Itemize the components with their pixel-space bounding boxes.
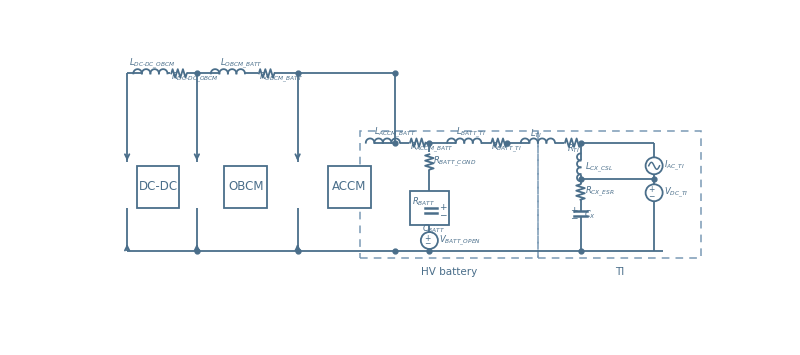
Text: −: − xyxy=(438,211,446,220)
Text: $C_{BATT}$: $C_{BATT}$ xyxy=(422,222,445,235)
Text: $V_{DC\_TI}$: $V_{DC\_TI}$ xyxy=(664,186,689,200)
Text: $L_{BATT\_TI}$: $L_{BATT\_TI}$ xyxy=(457,125,486,140)
Bar xyxy=(410,191,449,225)
Bar xyxy=(360,131,538,258)
Bar xyxy=(328,166,371,208)
Bar xyxy=(538,131,701,258)
Text: HV battery: HV battery xyxy=(421,267,477,278)
Text: −: − xyxy=(649,192,655,201)
Text: OBCM: OBCM xyxy=(228,180,263,193)
Text: $R_{CX\_ESR}$: $R_{CX\_ESR}$ xyxy=(585,185,615,199)
Text: −: − xyxy=(570,213,577,222)
Text: +: + xyxy=(438,203,446,212)
Text: $R_{ACCM\_BATT}$: $R_{ACCM\_BATT}$ xyxy=(410,141,454,155)
Text: $L_{OBCM\_BATT}$: $L_{OBCM\_BATT}$ xyxy=(220,56,263,71)
Text: $V_{BATT\_OPEN}$: $V_{BATT\_OPEN}$ xyxy=(439,233,482,248)
Text: $C_X$: $C_X$ xyxy=(584,209,596,221)
Text: +: + xyxy=(424,234,430,243)
Text: $I_{AC\_TI}$: $I_{AC\_TI}$ xyxy=(664,159,685,173)
Text: $L_{ACCM\_BATT}$: $L_{ACCM\_BATT}$ xyxy=(374,125,416,140)
Text: $L_{TI}$: $L_{TI}$ xyxy=(530,127,542,140)
Bar xyxy=(224,166,267,208)
Text: DC-DC: DC-DC xyxy=(138,180,178,193)
Text: $L_{CX\_CSL}$: $L_{CX\_CSL}$ xyxy=(585,160,614,175)
Bar xyxy=(137,166,179,208)
Text: $R_{TI}$: $R_{TI}$ xyxy=(566,142,579,155)
Text: $R_{DC\text{-}DC\_OBCM}$: $R_{DC\text{-}DC\_OBCM}$ xyxy=(171,71,219,85)
Text: ACCM: ACCM xyxy=(332,180,366,193)
Text: $L_{DC\text{-}DC\_OBCM}$: $L_{DC\text{-}DC\_OBCM}$ xyxy=(130,56,176,71)
Text: +: + xyxy=(570,206,577,215)
Text: $R_{BATT\_TI}$: $R_{BATT\_TI}$ xyxy=(491,141,522,155)
Text: $R_{BATT\_COND}$: $R_{BATT\_COND}$ xyxy=(434,155,477,169)
Text: −: − xyxy=(424,239,430,248)
Text: $R_{BATT}$: $R_{BATT}$ xyxy=(411,196,435,208)
Text: TI: TI xyxy=(614,267,624,278)
Text: +: + xyxy=(649,185,655,194)
Text: $R_{OBCM\_BATT}$: $R_{OBCM\_BATT}$ xyxy=(259,71,303,85)
